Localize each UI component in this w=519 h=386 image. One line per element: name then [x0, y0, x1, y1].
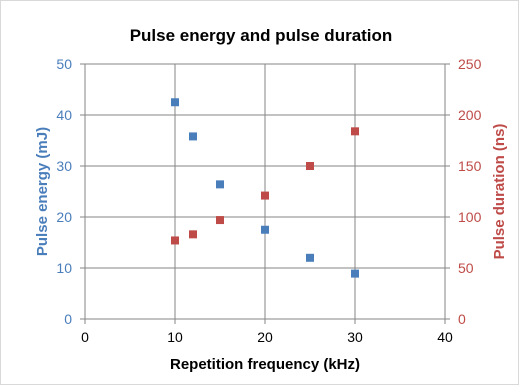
pulse-duration-point: [261, 191, 269, 200]
pulse-energy-point: [351, 269, 359, 278]
pulse-energy-point: [261, 225, 269, 234]
right-y-tick-label: 150: [458, 158, 482, 174]
left-y-tick-label: 30: [56, 158, 72, 174]
pulse-energy-point: [189, 132, 197, 141]
x-tick-label: 30: [347, 329, 363, 345]
right-y-tick-label: 0: [458, 311, 466, 327]
pulse-energy-point: [306, 253, 314, 262]
x-tick-label: 0: [81, 329, 89, 345]
chart-title: Pulse energy and pulse duration: [130, 26, 393, 45]
pulse-duration-point: [171, 236, 179, 245]
left-y-tick-label: 20: [56, 209, 72, 225]
axes: [80, 63, 450, 324]
data-points: [171, 98, 359, 278]
pulse-energy-point: [216, 180, 224, 189]
x-axis-title: Repetition frequency (kHz): [170, 356, 360, 373]
right-y-tick-label: 250: [458, 56, 482, 72]
pulse-energy-point: [171, 98, 179, 107]
x-tick-label: 10: [167, 329, 183, 345]
right-y-tick-label: 200: [458, 107, 482, 123]
pulse-duration-point: [351, 127, 359, 136]
tick-labels: 0 10 20 30 40 0 10 20 30 40 50 0 50 100 150 200 250: [56, 56, 481, 345]
left-y-tick-label: 10: [56, 260, 72, 276]
pulse-duration-point: [216, 216, 224, 225]
right-y-tick-label: 100: [458, 209, 482, 225]
x-tick-label: 20: [257, 329, 273, 345]
gridlines: [84, 63, 446, 320]
left-y-axis-title: Pulse energy (mJ): [34, 127, 51, 256]
pulse-duration-point: [189, 230, 197, 239]
pulse-duration-point: [306, 162, 314, 170]
x-tick-label: 40: [437, 329, 453, 345]
right-y-axis-title: Pulse duration (ns): [491, 124, 508, 260]
left-y-tick-label: 40: [56, 107, 72, 123]
right-y-tick-label: 50: [458, 260, 474, 276]
left-y-tick-label: 50: [56, 56, 72, 72]
left-y-tick-label: 0: [64, 311, 72, 327]
